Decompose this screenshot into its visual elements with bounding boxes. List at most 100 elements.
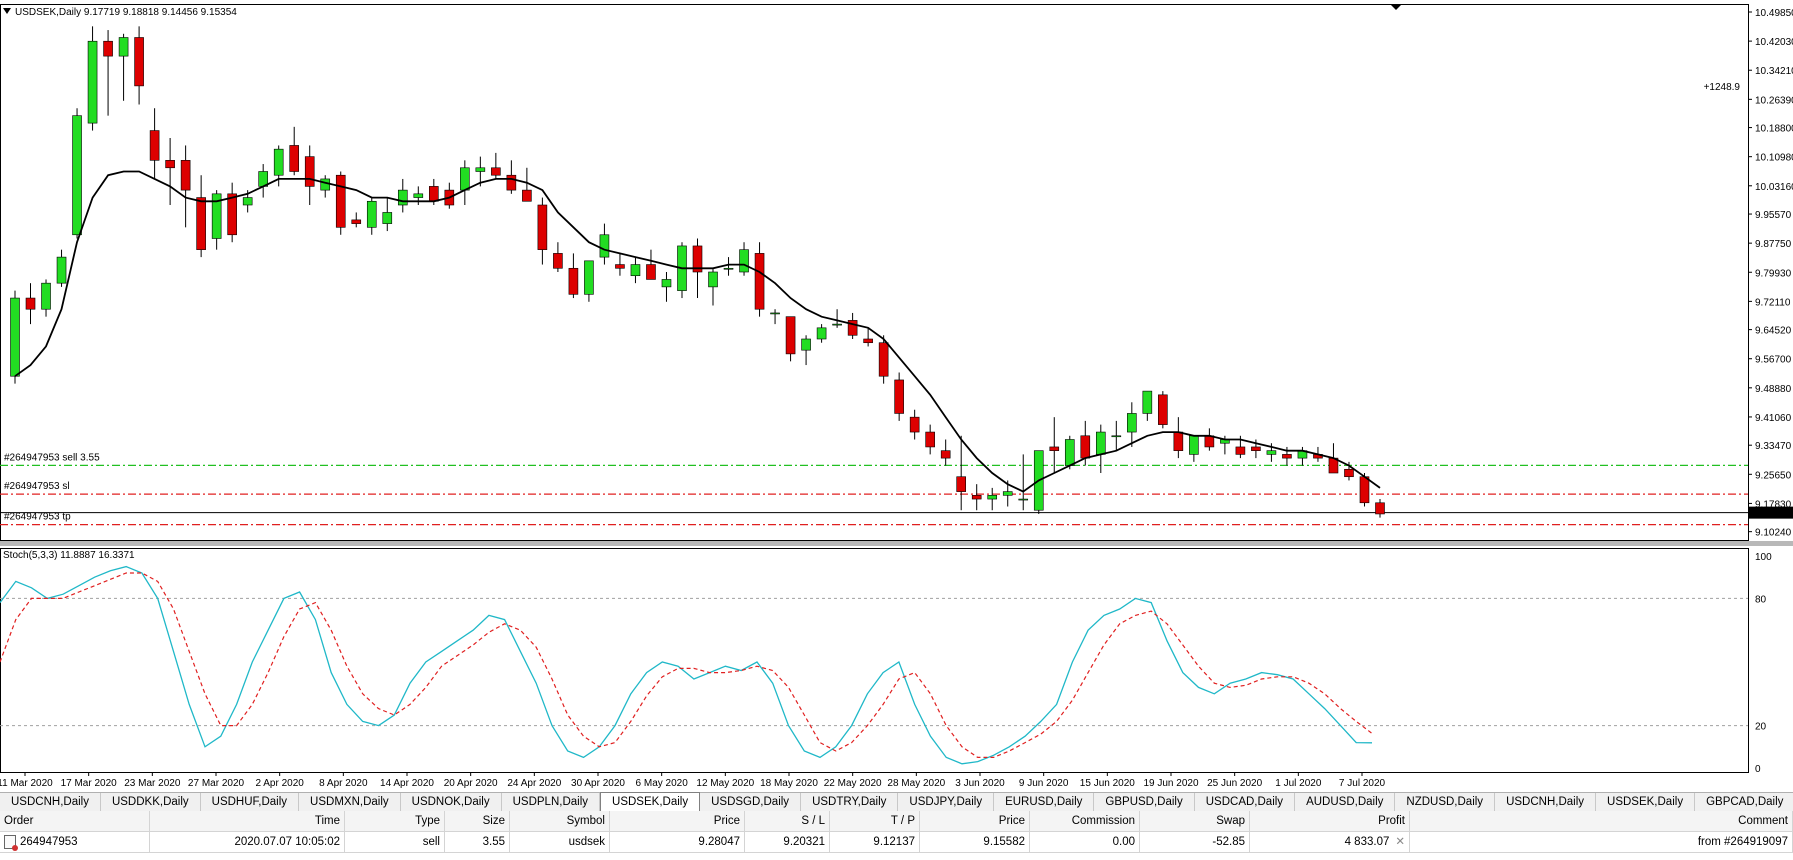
candle[interactable]	[429, 186, 439, 202]
chart-tab[interactable]: EURUSD,Daily	[994, 793, 1095, 812]
candle[interactable]	[413, 193, 424, 198]
candle[interactable]	[1142, 390, 1153, 414]
candle[interactable]	[801, 338, 811, 351]
chart-tab[interactable]: USDTRY,Daily	[801, 793, 899, 812]
close-order-icon[interactable]: ✕	[1395, 836, 1405, 848]
candle[interactable]	[25, 297, 36, 310]
candle[interactable]	[568, 267, 579, 295]
candle[interactable]	[10, 297, 20, 377]
candle[interactable]	[925, 431, 935, 448]
terminal-column-header[interactable]: Symbol	[510, 811, 610, 831]
candle[interactable]	[72, 115, 82, 236]
candle[interactable]	[397, 189, 408, 206]
candle[interactable]	[723, 267, 734, 270]
candle[interactable]	[320, 178, 331, 191]
candle[interactable]	[1018, 498, 1029, 501]
candle[interactable]	[491, 167, 501, 176]
candle[interactable]	[940, 450, 951, 459]
chart-tab[interactable]: USDMXN,Daily	[299, 793, 401, 812]
chart-tab[interactable]: AUDUSD,Daily	[1295, 793, 1396, 812]
candle[interactable]	[289, 145, 300, 172]
symbol-dropdown-icon[interactable]	[3, 8, 11, 14]
candle[interactable]	[118, 37, 129, 57]
terminal-column-header[interactable]: Profit	[1250, 811, 1410, 831]
terminal-column-header[interactable]: S / L	[745, 811, 830, 831]
candle[interactable]	[366, 200, 377, 228]
candle[interactable]	[196, 197, 206, 250]
chart-tab[interactable]: USDDKK,Daily	[101, 793, 201, 812]
candle[interactable]	[460, 167, 470, 191]
candle[interactable]	[599, 234, 610, 258]
candle[interactable]	[227, 193, 237, 236]
terminal-column-header[interactable]: Price	[610, 811, 745, 831]
candle[interactable]	[165, 160, 175, 169]
candle[interactable]	[770, 312, 780, 315]
chart-tab[interactable]: NZDUSD,Daily	[1395, 793, 1496, 812]
candle[interactable]	[351, 219, 362, 224]
terminal-column-header[interactable]: Time	[150, 811, 345, 831]
chart-tab[interactable]: GBPCAD,Daily	[1695, 793, 1793, 812]
candle[interactable]	[894, 379, 904, 414]
candle[interactable]	[335, 174, 346, 228]
candle[interactable]	[708, 271, 718, 288]
candle[interactable]	[56, 256, 67, 284]
chart-tab[interactable]: USDCAD,Daily	[1195, 793, 1296, 812]
terminal-column-header[interactable]: Comment	[1410, 811, 1793, 831]
candle[interactable]	[863, 338, 873, 344]
candle[interactable]	[1111, 435, 1122, 438]
terminal-column-header[interactable]: Order	[0, 811, 150, 831]
candle[interactable]	[832, 323, 842, 326]
candle[interactable]	[1002, 491, 1013, 496]
candle[interactable]	[1127, 413, 1137, 433]
candle[interactable]	[180, 160, 191, 191]
terminal-column-header[interactable]: T / P	[830, 811, 920, 831]
candle[interactable]	[1064, 439, 1075, 466]
candle[interactable]	[661, 279, 672, 288]
candle[interactable]	[134, 37, 144, 87]
candle[interactable]	[816, 327, 827, 340]
candle[interactable]	[475, 167, 486, 172]
chart-tab[interactable]: USDCNH,Daily	[1495, 793, 1597, 812]
chart-canvas[interactable]: USDSEK,Daily 9.17719 9.18818 9.14456 9.1…	[0, 0, 1793, 798]
candle[interactable]	[739, 249, 749, 273]
candle[interactable]	[149, 130, 160, 161]
candle[interactable]	[956, 476, 966, 492]
terminal-column-header[interactable]: Commission	[1030, 811, 1140, 831]
candle[interactable]	[615, 264, 625, 269]
candle[interactable]	[242, 197, 253, 206]
terminal-column-header[interactable]: Price	[920, 811, 1030, 831]
candle[interactable]	[1049, 446, 1060, 451]
chart-tab[interactable]: USDJPY,Daily	[898, 793, 995, 812]
candle[interactable]	[878, 342, 889, 377]
candle[interactable]	[304, 156, 315, 187]
candle[interactable]	[1282, 454, 1292, 459]
candle[interactable]	[1173, 431, 1184, 451]
candle[interactable]	[1375, 502, 1385, 515]
chart-tab[interactable]: USDPLN,Daily	[502, 793, 601, 812]
candle[interactable]	[522, 189, 532, 202]
terminal-column-header[interactable]: Swap	[1140, 811, 1250, 831]
candle[interactable]	[1344, 468, 1354, 478]
candle[interactable]	[506, 174, 517, 191]
candle[interactable]	[987, 495, 998, 500]
candle[interactable]	[1235, 446, 1246, 455]
candle[interactable]	[754, 253, 765, 310]
candle[interactable]	[971, 495, 982, 500]
terminal-order-row[interactable]: 264947953 2020.07.07 10:05:02 sell 3.55 usds…	[0, 832, 1793, 853]
candle[interactable]	[692, 245, 703, 273]
chart-tab[interactable]: USDSGD,Daily	[700, 793, 802, 812]
candle[interactable]	[1158, 394, 1168, 425]
terminal-column-header[interactable]: Type	[345, 811, 445, 831]
candle[interactable]	[553, 253, 563, 269]
candle[interactable]	[1251, 446, 1261, 451]
chart-tab[interactable]: USDHUF,Daily	[201, 793, 300, 812]
candle[interactable]	[273, 148, 284, 176]
candle[interactable]	[785, 316, 796, 355]
candle[interactable]	[909, 416, 920, 433]
candle[interactable]	[1359, 476, 1370, 504]
candle[interactable]	[537, 204, 548, 250]
candle[interactable]	[584, 260, 594, 295]
candle[interactable]	[87, 40, 98, 124]
chart-window[interactable]: USDSEK,Daily 9.17719 9.18818 9.14456 9.1…	[0, 0, 1793, 798]
candle[interactable]	[847, 320, 858, 336]
